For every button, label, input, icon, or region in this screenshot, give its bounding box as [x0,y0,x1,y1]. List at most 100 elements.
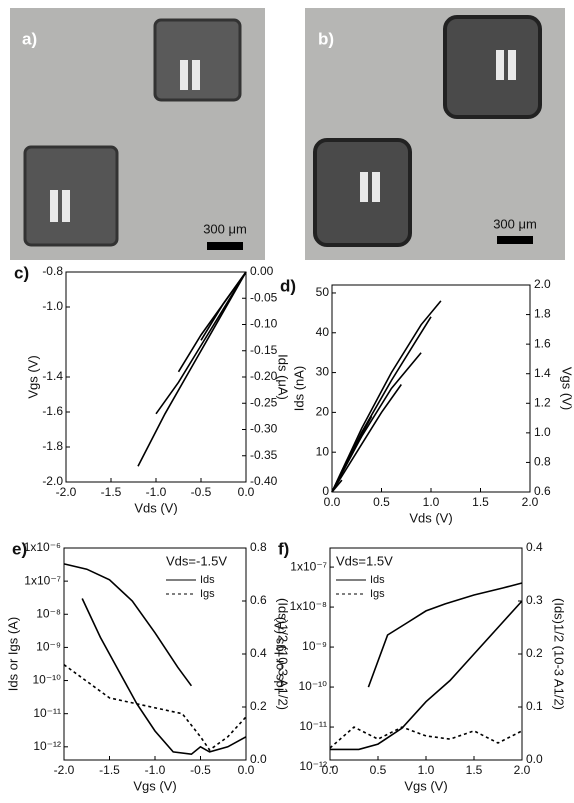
data-line [331,479,343,493]
y-tick-label: 1x10⁻⁷ [24,573,61,587]
chart: d) 0.0 0.5 1.0 1.5 2.0 0 10 20 30 40 50 0.6 0.8 1.0 1.2… [280,276,574,525]
y2-tick-label: 1.4 [534,366,551,380]
y2-tick-label: -0.15 [250,343,278,357]
y2-tick-label: 1.0 [534,425,551,439]
y2-tick-label: -0.40 [250,474,278,488]
x-tick-label: 0.5 [370,763,387,777]
y-tick-label: 30 [316,365,330,379]
panel-label: f) [278,539,289,558]
device-pad [23,145,119,247]
y2-axis-label: (Ids)1/2 (10-3 A1/2) [276,598,291,710]
annotation: Vds=-1.5V [166,553,227,568]
y2-tick-label: 0.0 [250,752,267,766]
y-tick-label: 1x10⁻⁸ [290,599,327,613]
x-tick-label: 0.0 [322,763,339,777]
x-axis-label: Vgs (V) [133,778,176,793]
y-tick-label: -1.0 [42,299,63,313]
x-tick-label: 1.5 [466,763,483,777]
y2-tick-label: 0.2 [526,646,543,660]
scale-bar [207,242,243,250]
panel-label: a) [22,29,37,48]
electrode [62,190,70,222]
data-line [200,271,247,341]
y-tick-label: 10⁻¹² [299,759,327,773]
y-tick-label: -1.4 [42,369,63,383]
data-line [137,271,247,467]
panel-label: b) [318,29,334,48]
x-tick-label: -0.5 [190,763,211,777]
y-tick-label: -0.8 [42,264,63,278]
panel-label: d) [280,276,296,295]
y2-tick-label: -0.30 [250,422,278,436]
y-tick-label: 1x10⁻⁷ [290,559,327,573]
data-line [329,726,523,749]
x-axis-label: Vgs (V) [404,778,447,793]
x-tick-label: 0.5 [373,495,390,509]
x-tick-label: -1.0 [146,485,167,499]
y2-tick-label: 0.4 [250,646,267,660]
data-line [331,300,442,493]
y2-tick-label: -0.35 [250,448,278,462]
x-tick-label: -1.5 [101,485,122,499]
y2-axis-label: Ids (μA) [276,354,291,400]
x-tick-label: 0.0 [238,485,255,499]
x-tick-label: -2.0 [56,485,77,499]
y-axis-label: Vgs (V) [25,355,40,398]
electrode [50,190,58,222]
scale-label: 300 μm [203,221,247,236]
plot-frame [63,547,247,761]
y-tick-label: 1x10⁻⁶ [24,540,61,554]
x-tick-label: 0.0 [238,763,255,777]
electrode [180,60,188,90]
x-tick-label: -2.0 [54,763,75,777]
y2-tick-label: 0.8 [250,540,267,554]
x-tick-label: 2.0 [522,495,539,509]
y-tick-label: 10⁻¹¹ [299,719,327,733]
data-line [367,582,523,688]
electrode [372,172,380,202]
x-tick-label: -1.0 [145,763,166,777]
y-tick-label: 10⁻¹⁰ [33,673,62,687]
panel-label: e) [12,539,27,558]
x-tick-label: 1.0 [423,495,440,509]
y-tick-label: 10⁻¹⁰ [299,679,328,693]
x-tick-label: 1.0 [418,763,435,777]
y2-tick-label: 1.2 [534,395,551,409]
y2-tick-label: -0.10 [250,317,278,331]
legend-label: Ids [370,574,385,586]
legend-label: Igs [370,588,385,600]
electrode [192,60,200,90]
chart: e) -2.0 -1.5 -1.0 -0.5 0.0 1x10⁻⁶ 1x10⁻⁷ 10⁻⁸ 10⁻… [5,539,290,793]
y2-tick-label: 0.3 [526,593,543,607]
scale-bar [497,236,533,244]
y2-tick-label: 2.0 [534,277,551,291]
y2-axis-label: (Ids)1/2 (10-3 A1/2) [552,598,567,710]
data-line [330,600,523,751]
data-line [63,563,193,687]
y-tick-label: 10⁻⁹ [302,639,327,653]
y-tick-label: 10⁻¹² [33,739,61,753]
x-tick-label: 2.0 [514,763,531,777]
x-axis-label: Vds (V) [409,510,452,525]
x-axis-label: Vds (V) [134,500,177,515]
y-tick-label: -1.8 [42,439,63,453]
y2-tick-label: 0.4 [526,540,543,554]
x-tick-label: -1.5 [99,763,120,777]
y2-tick-label: 0.0 [526,752,543,766]
electrode [360,172,368,202]
y2-tick-label: 1.8 [534,307,551,321]
y-tick-label: -1.6 [42,404,63,418]
y-tick-label: 10⁻⁹ [36,640,61,654]
y2-tick-label: 1.6 [534,336,551,350]
y2-tick-label: 0.2 [250,699,267,713]
data-line [81,598,247,756]
y2-tick-label: 0.6 [534,484,551,498]
legend-label: Igs [200,588,215,600]
y2-tick-label: 0.6 [250,593,267,607]
y2-tick-label: -0.25 [250,395,278,409]
micrograph-b: b) 300 μm [305,8,565,260]
y2-tick-label: 0.1 [526,699,543,713]
data-line [331,352,422,493]
y-tick-label: 10⁻¹¹ [33,706,61,720]
